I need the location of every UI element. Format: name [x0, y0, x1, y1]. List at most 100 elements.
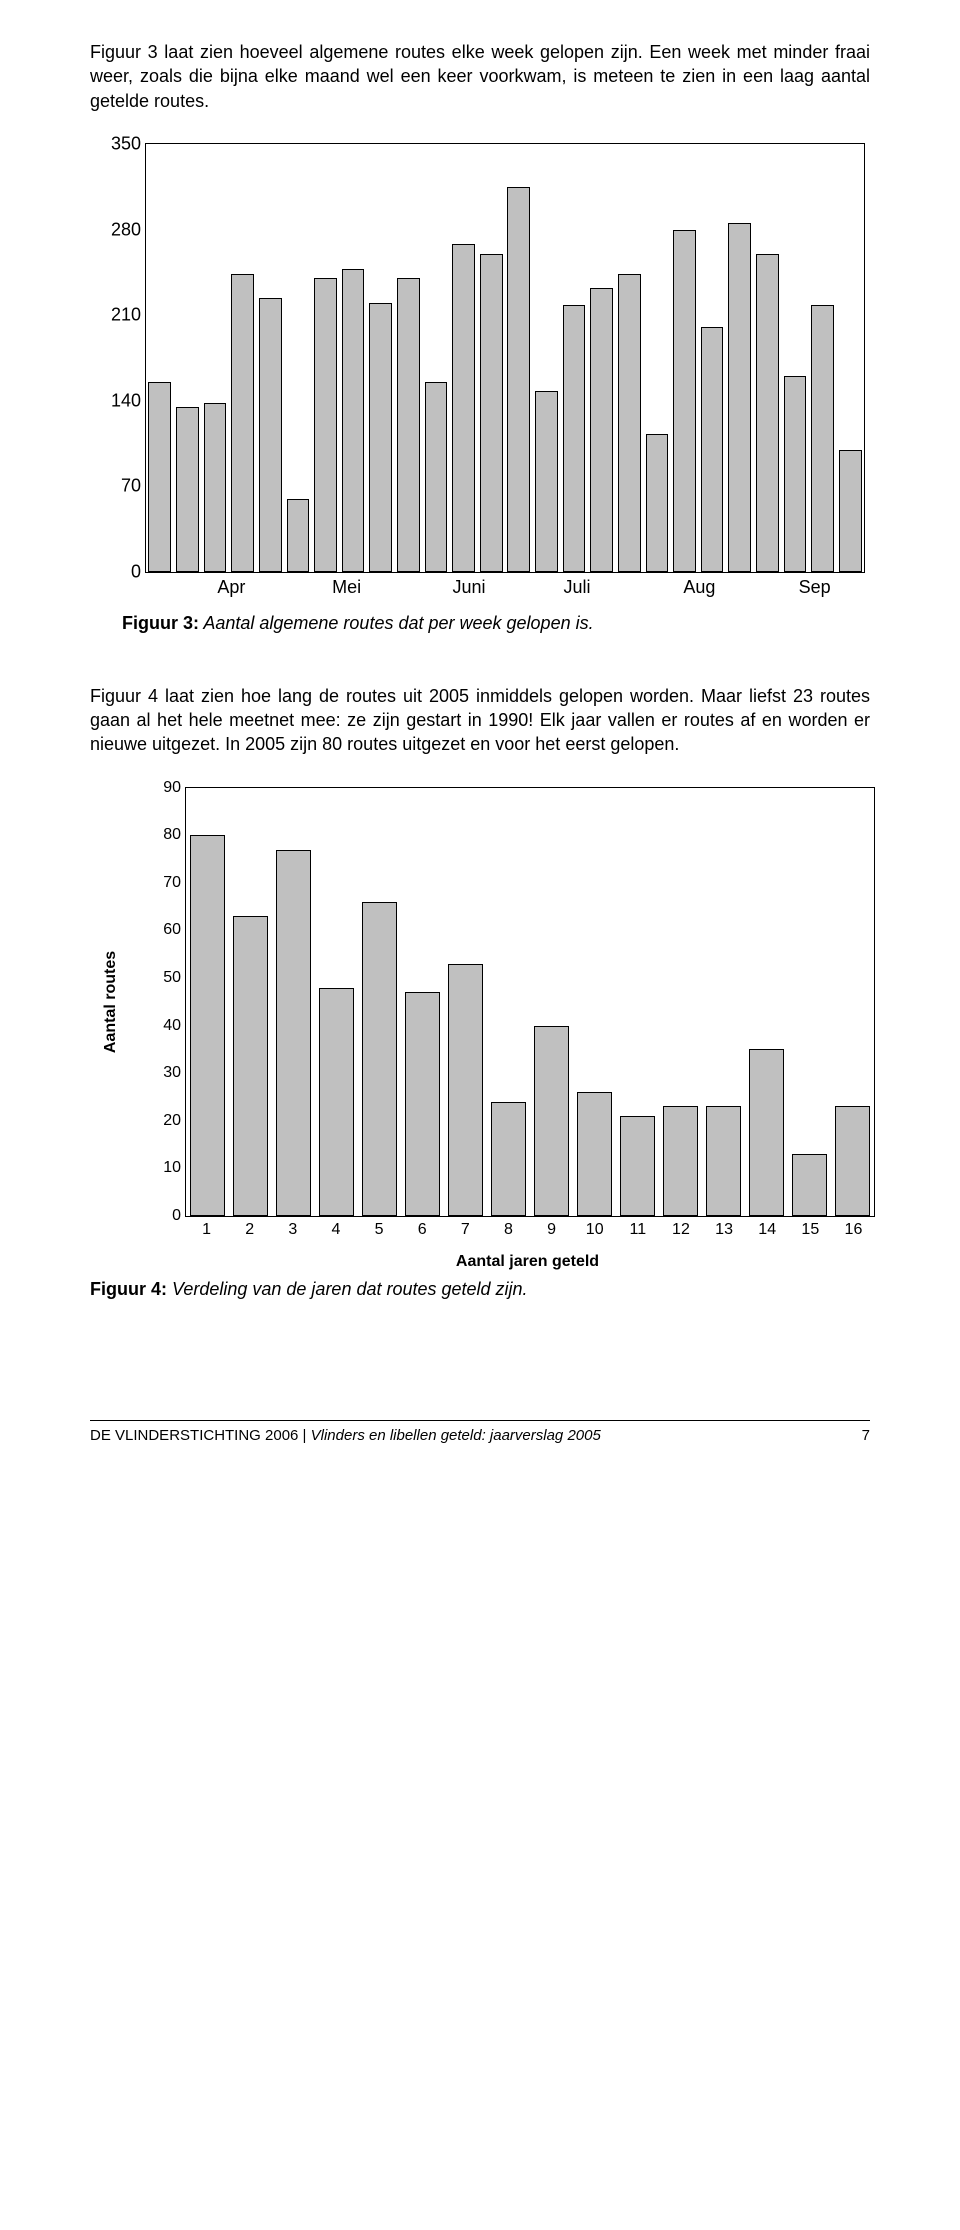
figure-4-bar: [362, 902, 397, 1216]
figure-3-bar: [314, 278, 337, 571]
figure-4-yaxis: 0102030405060708090: [141, 788, 181, 1216]
figure-4-xtick: 6: [418, 1221, 427, 1239]
figure-4-xlabel: Aantal jaren geteld: [185, 1253, 870, 1271]
figure-4-bar: [233, 916, 268, 1216]
footer-left: DE VLINDERSTICHTING 2006 | Vlinders en l…: [90, 1427, 601, 1444]
figure-4-caption: Figuur 4: Verdeling van de jaren dat rou…: [90, 1279, 870, 1300]
figure-3-bar: [563, 305, 586, 572]
figure-3-bar: [176, 407, 199, 572]
figure-3-ytick: 350: [91, 133, 141, 154]
figure-3-caption: Figuur 3: Aantal algemene routes dat per…: [122, 613, 870, 634]
figure-3-caption-text: Aantal algemene routes dat per week gelo…: [199, 613, 594, 633]
figure-3-bar: [231, 274, 254, 572]
figure-4-ytick: 30: [141, 1064, 181, 1082]
figure-4-xtick: 11: [630, 1221, 647, 1239]
figure-3-ytick: 280: [91, 219, 141, 240]
footer-page-number: 7: [862, 1427, 870, 1444]
figure-4-bar: [276, 850, 311, 1216]
figure-3-bar: [204, 403, 227, 572]
figure-3-ytick: 0: [91, 561, 141, 582]
figure-3-bar: [839, 450, 862, 572]
figure-3-block: 070140210280350 Apr Mei Juni Juli Aug Sep Fig…: [90, 143, 870, 634]
figure-4-ytick: 60: [141, 921, 181, 939]
figure-4-ytick: 0: [141, 1207, 181, 1225]
figure-3-bar: [811, 305, 834, 572]
figure-4-xtick: 9: [547, 1221, 556, 1239]
figure-4-xtick: 10: [586, 1221, 604, 1239]
figure-4-xtick: 14: [758, 1221, 776, 1239]
figure-4-plot: [186, 788, 874, 1216]
figure-4-bar: [319, 988, 354, 1216]
figure-4-chart: Aantal routes 0102030405060708090: [185, 787, 875, 1217]
figure-3-bar: [507, 187, 530, 572]
figure-3-bar: [590, 288, 613, 572]
figure-4-ylabel: Aantal routes: [102, 951, 120, 1053]
figure-3-bar: [784, 376, 807, 572]
figure-4-bar: [620, 1116, 655, 1216]
figure-3-bar: [342, 269, 365, 572]
intro-para-2: Figuur 4 laat zien hoe lang de routes ui…: [90, 684, 870, 757]
figure-4-bar: [792, 1154, 827, 1216]
footer-org: DE VLINDERSTICHTING 2006 |: [90, 1427, 311, 1444]
figure-3-bar: [756, 254, 779, 572]
figure-4-xaxis: 12345678910111213141516: [185, 1221, 875, 1249]
figure-4-bar: [491, 1102, 526, 1216]
figure-4-ytick: 80: [141, 826, 181, 844]
figure-3-bar: [397, 278, 420, 571]
figure-4-xtick: 3: [288, 1221, 297, 1239]
figure-3-bar: [480, 254, 503, 572]
figure-3-ytick: 70: [91, 476, 141, 497]
figure-4-xtick: 15: [801, 1221, 819, 1239]
figure-3-bar: [452, 244, 475, 572]
figure-3-xtick: Sep: [799, 577, 831, 598]
figure-4-bar: [448, 964, 483, 1216]
figure-3-caption-bold: Figuur 3:: [122, 613, 199, 633]
figure-4-ytick: 70: [141, 874, 181, 892]
figure-3-ytick: 210: [91, 305, 141, 326]
figure-3-chart: 070140210280350: [145, 143, 865, 573]
figure-4-bar: [663, 1106, 698, 1215]
figure-4-xtick: 16: [845, 1221, 863, 1239]
figure-4-xtick: 13: [715, 1221, 733, 1239]
figure-3-bar: [618, 274, 641, 572]
figure-4-xtick: 4: [331, 1221, 340, 1239]
figure-3-bar: [259, 298, 282, 572]
figure-4-bar: [835, 1106, 870, 1215]
figure-4-ytick: 20: [141, 1112, 181, 1130]
figure-4-xtick: 12: [672, 1221, 690, 1239]
figure-4-xtick: 8: [504, 1221, 513, 1239]
figure-3-plot: [146, 144, 864, 572]
figure-3-bar: [728, 223, 751, 572]
figure-4-block: Aantal routes 0102030405060708090 123456…: [110, 787, 870, 1300]
figure-3-xtick: Mei: [332, 577, 361, 598]
figure-3-xtick: Aug: [683, 577, 715, 598]
figure-3-bar: [148, 382, 171, 572]
figure-4-xtick: 7: [461, 1221, 470, 1239]
figure-4-bar: [749, 1049, 784, 1215]
figure-3-ytick: 140: [91, 390, 141, 411]
figure-3-bar: [646, 434, 669, 572]
figure-3-xtick: Juni: [452, 577, 485, 598]
intro-para-1: Figuur 3 laat zien hoeveel algemene rout…: [90, 40, 870, 113]
figure-4-xtick: 5: [375, 1221, 384, 1239]
figure-3-bar: [369, 303, 392, 572]
figure-4-bar: [706, 1106, 741, 1215]
figure-4-bar: [577, 1092, 612, 1216]
figure-3-bar: [425, 382, 448, 572]
figure-3-yaxis: 070140210280350: [91, 144, 141, 572]
figure-4-bar: [190, 835, 225, 1215]
figure-4-ytick: 10: [141, 1159, 181, 1177]
figure-3-bar: [701, 327, 724, 572]
figure-4-bar: [534, 1026, 569, 1216]
figure-4-xtick: 1: [202, 1221, 211, 1239]
figure-4-caption-bold: Figuur 4:: [90, 1279, 167, 1299]
figure-3-xtick: Juli: [563, 577, 590, 598]
figure-3-xaxis: Apr Mei Juni Juli Aug Sep: [145, 577, 865, 605]
figure-3-xtick: Apr: [217, 577, 245, 598]
footer-title: Vlinders en libellen geteld: jaarverslag…: [311, 1427, 601, 1444]
figure-4-ytick: 90: [141, 779, 181, 797]
figure-3-bar: [673, 230, 696, 572]
figure-3-bar: [287, 499, 310, 572]
figure-3-bar: [535, 391, 558, 572]
figure-4-xtick: 2: [245, 1221, 254, 1239]
